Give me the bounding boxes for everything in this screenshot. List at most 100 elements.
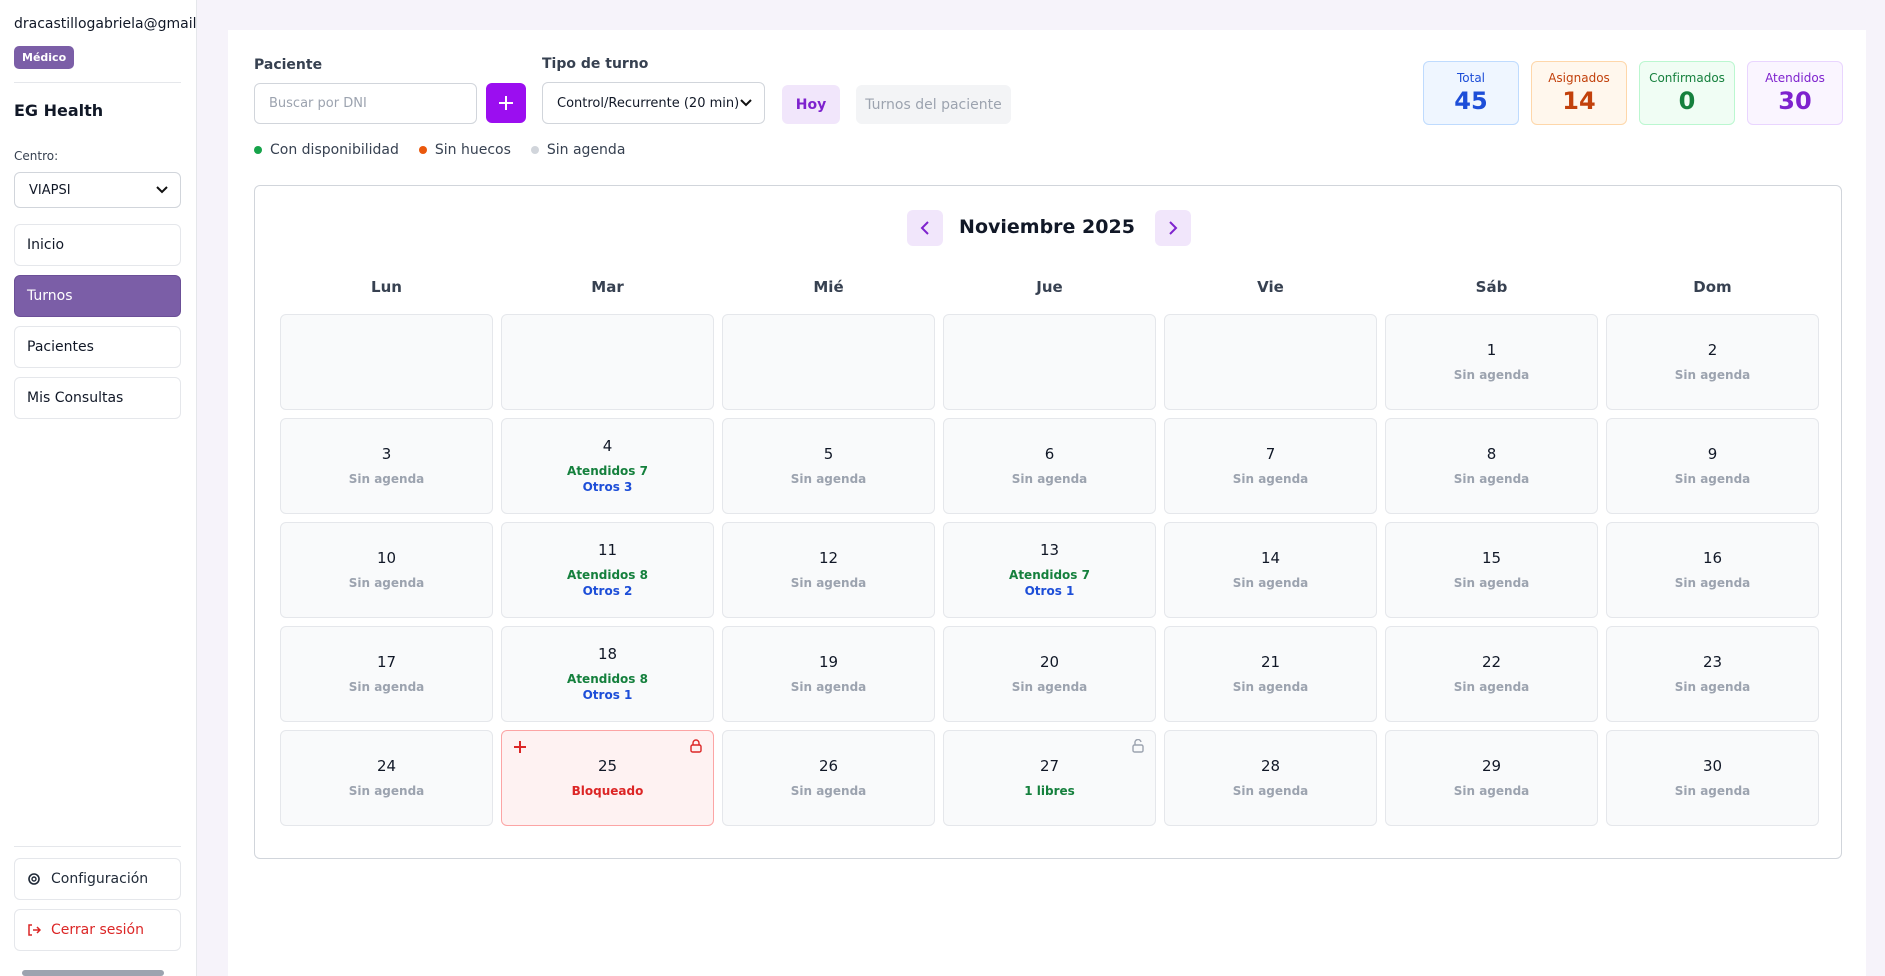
nav-item[interactable]: Turnos: [14, 275, 181, 317]
day-number: 5: [823, 445, 834, 463]
day-status: Sin agenda: [1232, 472, 1309, 486]
center-select[interactable]: VIAPSI: [14, 172, 181, 208]
day-status: Otros 3: [582, 480, 633, 494]
day-cell[interactable]: 17 Sin agenda: [280, 626, 493, 722]
day-cell[interactable]: 13 Atendidos 7 Otros 1: [943, 522, 1156, 618]
day-status: Sin agenda: [1453, 472, 1530, 486]
day-number: 6: [1044, 445, 1055, 463]
weekday: Mar: [591, 278, 624, 296]
stat-card: Asignados 14: [1531, 61, 1627, 125]
day-number: 20: [1039, 653, 1060, 671]
day-number: 3: [381, 445, 392, 463]
day-cell[interactable]: 7 Sin agenda: [1164, 418, 1377, 514]
day-number: 24: [376, 757, 397, 775]
day-status: Sin agenda: [790, 472, 867, 486]
center-label: Centro:: [14, 149, 59, 163]
add-icon: [514, 741, 526, 753]
stat-card: Total 45: [1423, 61, 1519, 125]
weekday: Dom: [1693, 278, 1732, 296]
patient-label: Paciente: [254, 57, 323, 73]
day-number: 21: [1260, 653, 1281, 671]
day-cell[interactable]: 18 Atendidos 8 Otros 1: [501, 626, 714, 722]
day-cell[interactable]: 30 Sin agenda: [1606, 730, 1819, 826]
type-value: Control/Recurrente (20 min): [557, 95, 740, 111]
nav-item[interactable]: Pacientes: [14, 326, 181, 368]
sidebar: dracastillogabriela@gmail.co Médico EG H…: [0, 0, 197, 976]
prev-month[interactable]: [907, 210, 943, 246]
day-number: 12: [818, 549, 839, 567]
day-cell[interactable]: 3 Sin agenda: [280, 418, 493, 514]
placeholder: Buscar por DNI: [269, 96, 367, 111]
calendar: Noviembre 2025 Lun Mar Mié Jue Vie Sáb Dom 1 Si…: [254, 185, 1842, 859]
day-cell[interactable]: 4 Atendidos 7 Otros 3: [501, 418, 714, 514]
stat-value: 30: [1778, 87, 1812, 115]
day-cell[interactable]: 2 Sin agenda: [1606, 314, 1819, 410]
day-number: 23: [1702, 653, 1723, 671]
next-month[interactable]: [1155, 210, 1191, 246]
day-cell[interactable]: 24 Sin agenda: [280, 730, 493, 826]
day-cell[interactable]: 9 Sin agenda: [1606, 418, 1819, 514]
day-number: 19: [818, 653, 839, 671]
nav-item[interactable]: Mis Consultas: [14, 377, 181, 419]
day-cell[interactable]: 20 Sin agenda: [943, 626, 1156, 722]
type-select[interactable]: Control/Recurrente (20 min): [542, 82, 765, 124]
day-cell[interactable]: 22 Sin agenda: [1385, 626, 1598, 722]
chevron: [740, 99, 752, 107]
day-status: Otros 1: [1024, 584, 1075, 598]
day-number: 15: [1481, 549, 1502, 567]
today-button[interactable]: Hoy: [782, 85, 840, 124]
legend-dot: [418, 146, 427, 154]
day-cell[interactable]: 15 Sin agenda: [1385, 522, 1598, 618]
footer-label: Cerrar sesión: [51, 922, 144, 938]
day-number: 9: [1707, 445, 1718, 463]
patient-input[interactable]: Buscar por DNI: [254, 83, 477, 124]
day-cell[interactable]: 6 Sin agenda: [943, 418, 1156, 514]
patient-turns-button[interactable]: Turnos del paciente: [856, 85, 1011, 124]
day-number: 4: [602, 437, 613, 455]
legend-item: Sin huecos: [418, 142, 511, 158]
day-status: Atendidos 7: [1009, 568, 1090, 582]
day-cell[interactable]: 11 Atendidos 8 Otros 2: [501, 522, 714, 618]
footer-item[interactable]: Cerrar sesión: [14, 909, 181, 951]
add-button[interactable]: [486, 83, 526, 123]
stat-label: Asignados: [1548, 71, 1610, 85]
day-cell[interactable]: 16 Sin agenda: [1606, 522, 1819, 618]
day-cell[interactable]: 12 Sin agenda: [722, 522, 935, 618]
day-cell[interactable]: 26 Sin agenda: [722, 730, 935, 826]
lock-icon: [690, 739, 702, 753]
day-status: Sin agenda: [1674, 680, 1751, 694]
day-cell[interactable]: 14 Sin agenda: [1164, 522, 1377, 618]
day-status: Atendidos 8: [567, 568, 648, 582]
day-status: Sin agenda: [1674, 472, 1751, 486]
day-cell[interactable]: 10 Sin agenda: [280, 522, 493, 618]
day-number: 27: [1039, 757, 1060, 775]
footer-label: Configuración: [51, 871, 149, 887]
day-status: Sin agenda: [1232, 784, 1309, 798]
day-cell[interactable]: 29 Sin agenda: [1385, 730, 1598, 826]
nav-item[interactable]: Inicio: [14, 224, 181, 266]
day-status: Sin agenda: [348, 576, 425, 590]
day-cell[interactable]: 28 Sin agenda: [1164, 730, 1377, 826]
day-status: Sin agenda: [348, 784, 425, 798]
day-status: Sin agenda: [348, 472, 425, 486]
day-status: Sin agenda: [790, 784, 867, 798]
day-cell[interactable]: 23 Sin agenda: [1606, 626, 1819, 722]
empty-cell: [943, 314, 1156, 410]
stat-value: 14: [1562, 87, 1596, 115]
day-cell[interactable]: 19 Sin agenda: [722, 626, 935, 722]
center-value: VIAPSI: [29, 182, 71, 198]
day-number: 11: [597, 541, 618, 559]
day-status: Sin agenda: [1453, 784, 1530, 798]
day-cell[interactable]: 21 Sin agenda: [1164, 626, 1377, 722]
day-cell[interactable]: 1 Sin agenda: [1385, 314, 1598, 410]
day-cell[interactable]: 25 Bloqueado: [501, 730, 714, 826]
brand: EG Health: [14, 101, 104, 120]
day-cell[interactable]: 27 1 libres: [943, 730, 1156, 826]
empty-cell: [501, 314, 714, 410]
nav-label: Mis Consultas: [27, 390, 124, 406]
footer-item[interactable]: Configuración: [14, 858, 181, 900]
day-cell[interactable]: 5 Sin agenda: [722, 418, 935, 514]
day-cell[interactable]: 8 Sin agenda: [1385, 418, 1598, 514]
day-number: 1: [1486, 341, 1497, 359]
